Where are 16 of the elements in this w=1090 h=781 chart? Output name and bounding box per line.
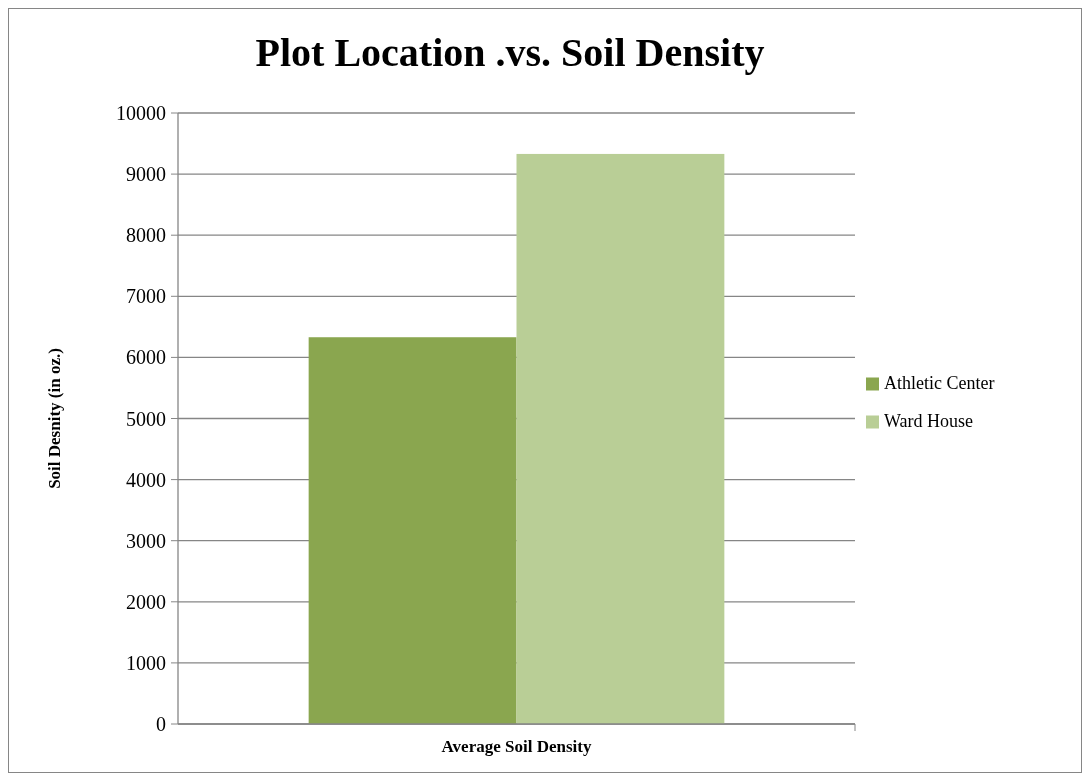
chart-title: Plot Location .vs. Soil Density	[255, 30, 765, 75]
y-tick-label: 0	[156, 713, 166, 735]
legend-label: Ward House	[884, 410, 974, 431]
y-tick-label: 9000	[126, 163, 166, 186]
y-tick-label: 4000	[126, 468, 166, 491]
y-axis-title: Soil Desnity (in oz.)	[45, 348, 64, 489]
y-tick-label: 8000	[126, 224, 166, 247]
y-tick-label: 2000	[126, 590, 166, 613]
y-tick-label: 3000	[126, 529, 166, 552]
y-tick-label: 5000	[126, 407, 166, 430]
y-tick-label: 6000	[126, 346, 166, 369]
y-tick-label: 1000	[126, 651, 166, 674]
y-tick-label: 10000	[116, 102, 166, 124]
legend-label: Athletic Center	[884, 372, 995, 393]
x-tick-label: Average Soil Density	[441, 737, 592, 756]
y-tick-label: 7000	[126, 285, 166, 308]
